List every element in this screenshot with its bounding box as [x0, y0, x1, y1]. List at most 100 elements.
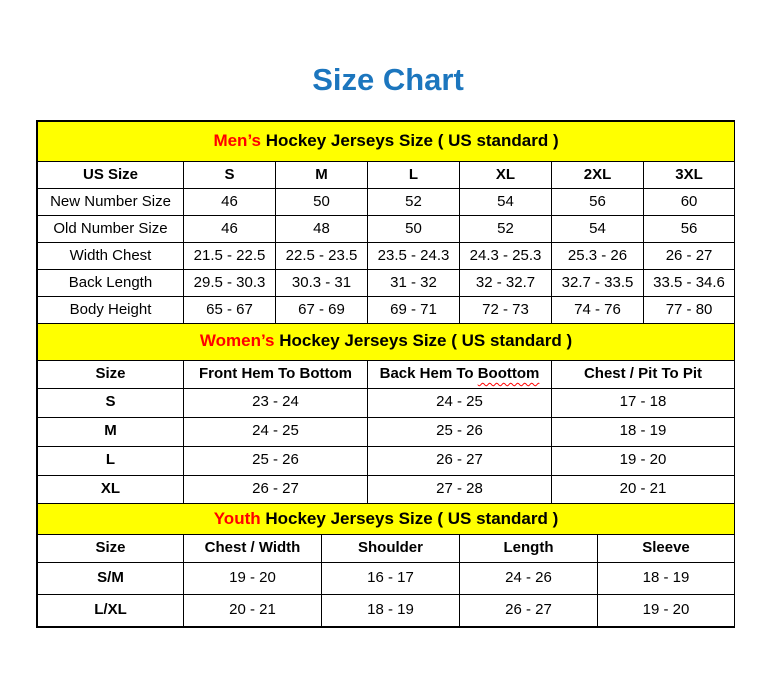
- column-header-cell: 3XL: [642, 161, 736, 189]
- mens-size-table: Men’s Hockey Jerseys Size ( US standard …: [36, 121, 736, 324]
- value-cell: 67 - 69: [275, 296, 368, 324]
- column-header-cell: Chest / Width: [183, 534, 322, 563]
- youth-size-table: Youth Hockey Jerseys Size ( US standard …: [36, 503, 736, 627]
- value-cell: 52: [367, 188, 460, 216]
- value-cell: 19 - 20: [183, 562, 322, 595]
- column-header-cell: Length: [459, 534, 598, 563]
- column-header-cell: XL: [459, 161, 552, 189]
- table-row: XL 26 - 27 27 - 28 20 - 21: [37, 474, 736, 505]
- column-header-cell: Size: [37, 359, 184, 389]
- youth-banner-rest: Hockey Jerseys Size ( US standard ): [260, 508, 559, 528]
- mens-section-banner: Men’s Hockey Jerseys Size ( US standard …: [36, 121, 736, 162]
- value-cell: 18 - 19: [550, 416, 736, 447]
- value-cell: 18 - 19: [596, 562, 736, 595]
- size-cell: M: [37, 416, 184, 447]
- size-cell: XL: [37, 474, 184, 505]
- row-label-cell: Body Height: [37, 296, 184, 324]
- value-cell: 48: [275, 215, 368, 243]
- value-cell: 77 - 80: [642, 296, 736, 324]
- table-row: Old Number Size 46 48 50 52 54 56: [37, 215, 736, 243]
- value-cell: 25 - 26: [183, 445, 368, 476]
- value-cell: 69 - 71: [367, 296, 460, 324]
- column-header-cell: Back Hem To Boottom: [367, 359, 552, 389]
- row-label-cell: New Number Size: [37, 188, 184, 216]
- size-cell: L: [37, 445, 184, 476]
- value-cell: 23.5 - 24.3: [367, 242, 460, 270]
- value-cell: 60: [642, 188, 736, 216]
- value-cell: 18 - 19: [321, 594, 460, 627]
- column-header-cell: S: [183, 161, 276, 189]
- column-header-cell: M: [275, 161, 368, 189]
- youth-section-banner: Youth Hockey Jerseys Size ( US standard …: [36, 503, 736, 535]
- row-label-cell: Back Length: [37, 269, 184, 297]
- youth-banner-text: Youth Hockey Jerseys Size ( US standard …: [36, 503, 736, 535]
- size-chart-tables: Men’s Hockey Jerseys Size ( US standard …: [36, 120, 736, 628]
- size-cell: S/M: [37, 562, 184, 595]
- column-header-cell: 2XL: [551, 161, 644, 189]
- value-cell: 33.5 - 34.6: [642, 269, 736, 297]
- table-row: S 23 - 24 24 - 25 17 - 18: [37, 387, 736, 418]
- value-cell: 25.3 - 26: [551, 242, 644, 270]
- womens-banner-text: Women’s Hockey Jerseys Size ( US standar…: [36, 322, 736, 361]
- womens-banner-accent: Women’s: [199, 331, 275, 351]
- row-label-cell: Width Chest: [37, 242, 184, 270]
- column-header-cell: Sleeve: [596, 534, 736, 563]
- youth-banner-accent: Youth: [213, 508, 261, 528]
- value-cell: 32.7 - 33.5: [551, 269, 644, 297]
- value-cell: 23 - 24: [183, 387, 368, 418]
- value-cell: 24.3 - 25.3: [459, 242, 552, 270]
- column-header-cell: Size: [37, 534, 184, 563]
- value-cell: 19 - 20: [550, 445, 736, 476]
- column-header-cell: L: [367, 161, 460, 189]
- womens-section-banner: Women’s Hockey Jerseys Size ( US standar…: [36, 322, 736, 361]
- value-cell: 25 - 26: [367, 416, 552, 447]
- value-cell: 46: [183, 215, 276, 243]
- table-row: Back Length 29.5 - 30.3 30.3 - 31 31 - 3…: [37, 269, 736, 297]
- value-cell: 54: [551, 215, 644, 243]
- column-header-cell: Front Hem To Bottom: [183, 359, 368, 389]
- value-cell: 26 - 27: [183, 474, 368, 505]
- value-cell: 74 - 76: [551, 296, 644, 324]
- value-cell: 56: [551, 188, 644, 216]
- value-cell: 65 - 67: [183, 296, 276, 324]
- size-cell: S: [37, 387, 184, 418]
- value-cell: 27 - 28: [367, 474, 552, 505]
- value-cell: 52: [459, 215, 552, 243]
- value-cell: 26 - 27: [367, 445, 552, 476]
- size-cell: L/XL: [37, 594, 184, 627]
- value-cell: 29.5 - 30.3: [183, 269, 276, 297]
- womens-header-row: Size Front Hem To Bottom Back Hem To Boo…: [37, 359, 736, 389]
- value-cell: 17 - 18: [550, 387, 736, 418]
- column-header-cell: Chest / Pit To Pit: [550, 359, 736, 389]
- value-cell: 30.3 - 31: [275, 269, 368, 297]
- value-cell: 54: [459, 188, 552, 216]
- table-row: M 24 - 25 25 - 26 18 - 19: [37, 416, 736, 447]
- value-cell: 24 - 26: [459, 562, 598, 595]
- value-cell: 19 - 20: [596, 594, 736, 627]
- value-cell: 50: [275, 188, 368, 216]
- table-row: Width Chest 21.5 - 22.5 22.5 - 23.5 23.5…: [37, 242, 736, 270]
- youth-header-row: Size Chest / Width Shoulder Length Sleev…: [37, 534, 736, 563]
- value-cell: 56: [642, 215, 736, 243]
- value-cell: 46: [183, 188, 276, 216]
- value-cell: 24 - 25: [183, 416, 368, 447]
- table-row: New Number Size 46 50 52 54 56 60: [37, 188, 736, 216]
- value-cell: 31 - 32: [367, 269, 460, 297]
- mens-banner-rest: Hockey Jerseys Size ( US standard ): [260, 131, 559, 151]
- value-cell: 72 - 73: [459, 296, 552, 324]
- column-header-cell: Shoulder: [321, 534, 460, 563]
- womens-banner-rest: Hockey Jerseys Size ( US standard ): [274, 331, 573, 351]
- value-cell: 26 - 27: [642, 242, 736, 270]
- value-cell: 32 - 32.7: [459, 269, 552, 297]
- value-cell: 24 - 25: [367, 387, 552, 418]
- back-hem-label-prefix: Back Hem To: [379, 364, 478, 382]
- value-cell: 21.5 - 22.5: [183, 242, 276, 270]
- value-cell: 26 - 27: [459, 594, 598, 627]
- table-row: S/M 19 - 20 16 - 17 24 - 26 18 - 19: [37, 562, 736, 595]
- row-label-cell: Old Number Size: [37, 215, 184, 243]
- table-row: Body Height 65 - 67 67 - 69 69 - 71 72 -…: [37, 296, 736, 324]
- value-cell: 16 - 17: [321, 562, 460, 595]
- value-cell: 50: [367, 215, 460, 243]
- table-row: L 25 - 26 26 - 27 19 - 20: [37, 445, 736, 476]
- womens-size-table: Women’s Hockey Jerseys Size ( US standar…: [36, 322, 736, 505]
